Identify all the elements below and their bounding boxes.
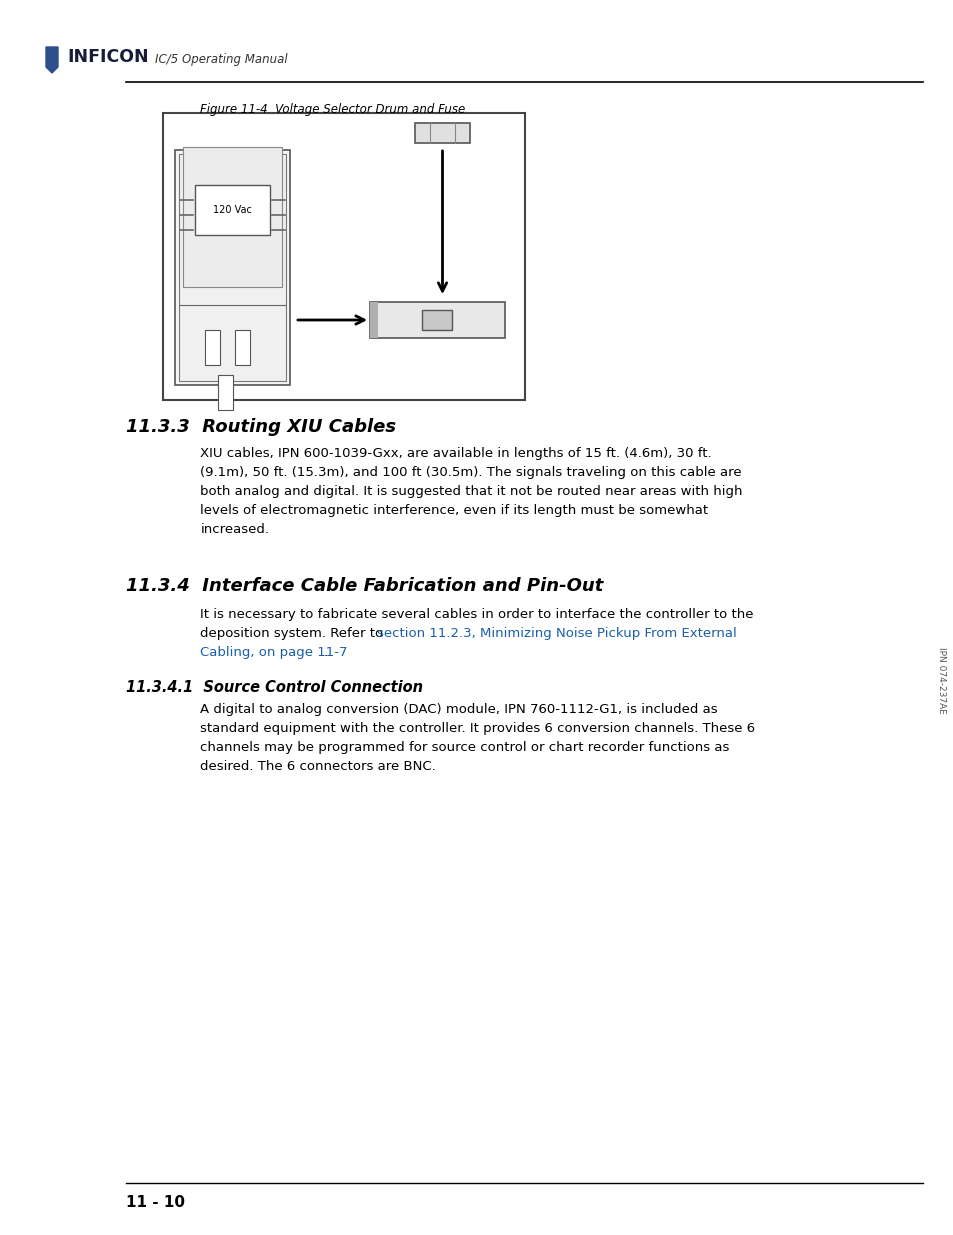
Text: It is necessary to fabricate several cables in order to interface the controller: It is necessary to fabricate several cab… (200, 608, 753, 621)
Text: 11.3.3  Routing XIU Cables: 11.3.3 Routing XIU Cables (126, 417, 395, 436)
Text: 11.3.4.1  Source Control Connection: 11.3.4.1 Source Control Connection (126, 680, 422, 695)
Bar (415, 124, 470, 143)
Text: INFICON: INFICON (67, 48, 149, 65)
Bar (370, 303, 377, 338)
Text: 11 - 10: 11 - 10 (126, 1195, 185, 1210)
Text: IC/5 Operating Manual: IC/5 Operating Manual (154, 53, 287, 65)
Text: section 11.2.3, Minimizing Noise Pickup From External: section 11.2.3, Minimizing Noise Pickup … (377, 627, 737, 640)
Bar (370, 303, 504, 338)
Bar (183, 147, 282, 287)
Bar (174, 149, 290, 385)
Bar (205, 330, 220, 366)
Text: deposition system. Refer to: deposition system. Refer to (200, 627, 387, 640)
Text: 120 Vac: 120 Vac (213, 205, 252, 215)
Bar (163, 112, 524, 400)
Polygon shape (46, 47, 58, 73)
Text: IPN 074-237AE: IPN 074-237AE (937, 647, 945, 714)
Bar (422, 310, 452, 330)
Bar (218, 375, 233, 410)
Text: Cabling, on page 11-7: Cabling, on page 11-7 (200, 646, 348, 659)
Bar (194, 185, 270, 235)
Text: XIU cables, IPN 600-1039-Gxx, are available in lengths of 15 ft. (4.6m), 30 ft.
: XIU cables, IPN 600-1039-Gxx, are availa… (200, 447, 742, 536)
Text: 11.3.4  Interface Cable Fabrication and Pin-Out: 11.3.4 Interface Cable Fabrication and P… (126, 577, 602, 595)
Bar (179, 154, 286, 382)
Bar (234, 330, 250, 366)
Text: .: . (323, 646, 327, 659)
Text: A digital to analog conversion (DAC) module, IPN 760-1112-G1, is included as
sta: A digital to analog conversion (DAC) mod… (200, 703, 755, 773)
Text: Figure 11-4  Voltage Selector Drum and Fuse: Figure 11-4 Voltage Selector Drum and Fu… (200, 103, 465, 116)
